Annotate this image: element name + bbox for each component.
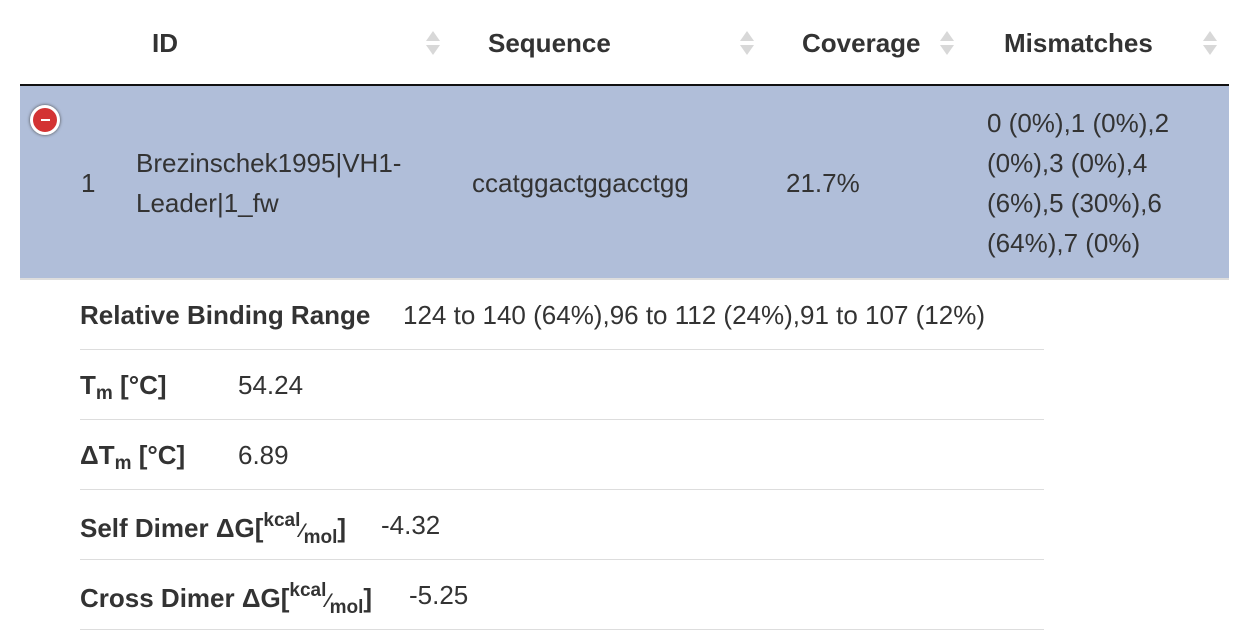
detail-value: -4.32 bbox=[381, 510, 441, 540]
detail-value: 54.24 bbox=[238, 370, 304, 400]
mismatches-line: 0 (0%),1 (0%),2 bbox=[987, 108, 1170, 138]
sort-arrows-icon bbox=[740, 27, 754, 61]
detail-binding-range: Relative Binding Range 124 to 140 (64%),… bbox=[80, 280, 1044, 350]
detail-cross-dimer: Cross Dimer ΔG[kcal⁄mol] -5.25 bbox=[80, 560, 1044, 630]
detail-value: 124 to 140 (64%),96 to 112 (24%),91 to 1… bbox=[403, 300, 986, 330]
detail-label: Cross Dimer ΔG[kcal⁄mol] bbox=[80, 580, 373, 618]
mismatches-line: (6%),5 (30%),6 bbox=[987, 188, 1162, 218]
row-id: Brezinschek1995|VH1- Leader|1_fw bbox=[136, 143, 401, 223]
row-divider bbox=[20, 278, 1229, 280]
row-id-line: Brezinschek1995|VH1- bbox=[136, 148, 402, 178]
column-header-label: Mismatches bbox=[1004, 28, 1153, 58]
column-header-label: ID bbox=[152, 28, 178, 58]
column-header-label: Coverage bbox=[802, 28, 921, 58]
table-header: ID Sequence Coverage Mismatches bbox=[20, 0, 1229, 86]
detail-delta-tm: ΔTm [°C] 6.89 bbox=[80, 420, 1044, 490]
detail-label: ΔTm [°C] bbox=[80, 440, 186, 474]
row-coverage: 21.7% bbox=[786, 168, 860, 198]
row-details: Relative Binding Range 124 to 140 (64%),… bbox=[80, 280, 1044, 630]
row-id-line: Leader|1_fw bbox=[136, 188, 279, 218]
row-sequence: ccatggactggacctgg bbox=[472, 168, 689, 198]
detail-label: Relative Binding Range bbox=[80, 300, 371, 330]
column-header-label: Sequence bbox=[488, 28, 611, 58]
collapse-row-icon[interactable] bbox=[30, 105, 60, 135]
mismatches-line: (0%),3 (0%),4 bbox=[987, 148, 1148, 178]
table-row[interactable]: 1 Brezinschek1995|VH1- Leader|1_fw ccatg… bbox=[20, 86, 1229, 278]
detail-label: Self Dimer ΔG[kcal⁄mol] bbox=[80, 510, 347, 548]
row-index: 1 bbox=[81, 168, 96, 198]
sort-arrows-icon bbox=[1203, 27, 1217, 61]
detail-self-dimer: Self Dimer ΔG[kcal⁄mol] -4.32 bbox=[80, 490, 1044, 560]
detail-tm: Tm [°C] 54.24 bbox=[80, 350, 1044, 420]
detail-value: 6.89 bbox=[238, 440, 289, 470]
mismatches-line: (64%),7 (0%) bbox=[987, 228, 1141, 258]
sort-arrows-icon bbox=[940, 27, 954, 61]
sort-arrows-icon bbox=[426, 27, 440, 61]
column-header-coverage[interactable]: Coverage bbox=[770, 0, 970, 84]
column-header-id[interactable]: ID bbox=[20, 0, 456, 84]
detail-value: -5.25 bbox=[409, 580, 469, 610]
column-header-sequence[interactable]: Sequence bbox=[456, 0, 770, 84]
detail-label: Tm [°C] bbox=[80, 370, 167, 404]
row-mismatches: 0 (0%),1 (0%),2 (0%),3 (0%),4 (6%),5 (30… bbox=[987, 103, 1169, 263]
column-header-mismatches[interactable]: Mismatches bbox=[970, 0, 1229, 84]
